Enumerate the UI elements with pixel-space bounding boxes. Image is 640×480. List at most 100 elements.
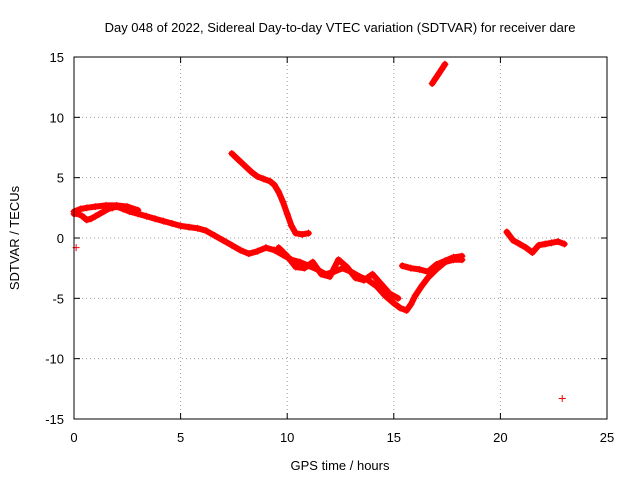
data-point-marker — [262, 244, 270, 252]
data-point-marker — [424, 274, 432, 282]
data-point-marker — [432, 261, 440, 269]
series-trace — [503, 229, 568, 256]
data-point-marker — [431, 75, 439, 83]
data-point-marker — [292, 263, 300, 271]
data-point-marker — [76, 205, 84, 213]
data-point-marker — [317, 270, 325, 278]
series-segment-5-evening — [503, 228, 568, 256]
data-point-marker — [351, 274, 359, 282]
data-point-marker — [441, 60, 449, 68]
data-point-marker — [194, 224, 202, 232]
data-point-marker — [87, 215, 95, 223]
data-point-marker — [528, 248, 536, 256]
data-point-marker — [177, 222, 185, 230]
x-tick-label: 0 — [70, 430, 77, 445]
series-segment-6-final-outlier — [558, 394, 566, 402]
data-point-marker — [96, 210, 104, 218]
data-point-marker — [394, 294, 402, 302]
data-point-marker — [407, 300, 415, 308]
data-point-marker — [100, 207, 108, 215]
data-point-marker — [441, 257, 449, 265]
data-point-marker — [522, 244, 530, 252]
data-point-marker — [407, 264, 415, 272]
data-point-marker — [305, 229, 313, 237]
data-point-marker — [449, 253, 457, 261]
data-point-marker — [373, 282, 381, 290]
data-point-marker — [298, 230, 306, 238]
y-tick-label: -10 — [45, 352, 64, 367]
data-point-marker — [228, 241, 236, 249]
data-point-marker — [185, 223, 193, 231]
data-point-marker — [102, 201, 110, 209]
data-point-marker — [234, 156, 242, 164]
data-point-marker — [396, 304, 404, 312]
data-point-marker — [435, 70, 443, 78]
y-tick-label: 15 — [50, 50, 64, 65]
y-tick-label: 5 — [57, 171, 64, 186]
data-point-marker — [219, 236, 227, 244]
data-point-marker — [292, 229, 300, 237]
data-point-marker — [558, 394, 566, 402]
data-point-marker — [415, 265, 423, 273]
data-point-marker — [134, 206, 142, 214]
series-segment-1-main — [70, 203, 466, 314]
data-point-marker — [509, 236, 517, 244]
x-tick-label: 20 — [493, 430, 507, 445]
data-point-marker — [283, 210, 291, 218]
data-point-marker — [368, 270, 376, 278]
data-point-marker — [403, 306, 411, 314]
x-tick-label: 15 — [387, 430, 401, 445]
data-point-marker — [326, 273, 334, 281]
data-point-marker — [202, 227, 210, 235]
y-tick-label: -15 — [45, 412, 64, 427]
data-point-marker — [275, 244, 283, 252]
data-point-marker — [554, 238, 562, 246]
series-segment-1-upper-band — [70, 201, 142, 215]
data-point-marker — [386, 290, 394, 298]
data-point-marker — [228, 150, 236, 158]
data-point-marker — [390, 299, 398, 307]
x-axis-label: GPS time / hours — [291, 458, 390, 473]
data-point-marker — [287, 222, 295, 230]
plot-frame — [73, 56, 608, 420]
x-tick-label: 25 — [600, 430, 614, 445]
data-point-marker — [283, 252, 291, 260]
series-trace — [71, 203, 465, 314]
data-point-marker — [151, 215, 159, 223]
data-point-marker — [424, 268, 432, 276]
data-point-marker — [503, 228, 511, 236]
data-point-marker — [113, 201, 121, 209]
data-point-marker — [535, 241, 543, 249]
data-point-marker — [296, 258, 304, 266]
data-point-marker — [438, 65, 446, 73]
series-segment-4-late — [398, 252, 466, 276]
data-point-marker — [377, 280, 385, 288]
series-segment-3-rising — [428, 60, 449, 88]
series-segment-1-noisy-band — [275, 244, 402, 302]
data-point-marker — [211, 232, 219, 240]
y-axis-label: SDTVAR / TECUs — [7, 185, 22, 290]
data-point-marker — [360, 276, 368, 284]
data-point-marker — [398, 262, 406, 270]
data-series — [70, 60, 568, 402]
grid — [74, 57, 607, 419]
data-point-marker — [279, 198, 287, 206]
y-tick-label: 10 — [50, 110, 64, 125]
data-point-marker — [241, 162, 249, 170]
x-tick-label: 5 — [177, 430, 184, 445]
series-segment-2-descending — [228, 150, 313, 238]
data-point-marker — [381, 292, 389, 300]
data-point-marker — [334, 256, 342, 264]
data-point-marker — [343, 263, 351, 271]
y-tick-label: 0 — [57, 231, 64, 246]
data-point-marker — [260, 175, 268, 183]
data-point-marker — [300, 264, 308, 272]
y-tick-label: -5 — [52, 291, 64, 306]
data-point-marker — [266, 177, 274, 185]
data-point-marker — [83, 216, 91, 224]
data-point-marker — [270, 246, 278, 254]
data-point-marker — [79, 212, 87, 220]
data-point-marker — [541, 240, 549, 248]
data-point-marker — [83, 204, 91, 212]
y-axis-ticks: -15 -10 -5 0 5 10 15 — [45, 50, 607, 427]
